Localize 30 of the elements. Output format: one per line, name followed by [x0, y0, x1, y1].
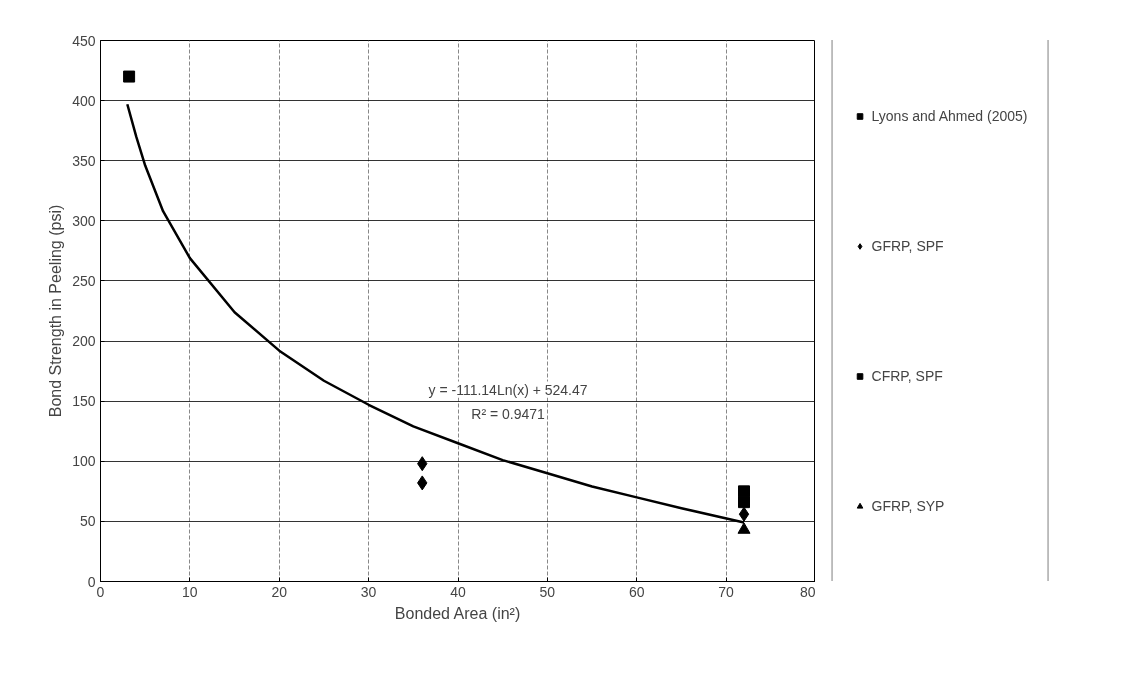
x-tick-label: 30 — [360, 583, 377, 600]
y-axis-title: Bond Strength in Peeling (psi) — [47, 204, 65, 418]
x-tick-label: 50 — [539, 583, 556, 600]
y-tick-label: 200 — [72, 333, 96, 350]
x-tick-label: 80 — [799, 583, 816, 600]
x-tick-label: 40 — [450, 583, 466, 600]
y-tick-label: 50 — [79, 513, 96, 530]
y-tick-label: 300 — [72, 212, 96, 229]
y-tick-label: 100 — [72, 453, 96, 470]
x-tick-label: 10 — [182, 583, 198, 600]
y-tick-label: 250 — [72, 272, 96, 289]
y-tick-label: 400 — [72, 92, 96, 109]
point — [738, 496, 750, 509]
legend-label: Lyons and Ahmed (2005) — [871, 106, 1028, 126]
y-tick-label: 350 — [72, 152, 96, 169]
point — [738, 485, 750, 498]
annotation: y = -111.14Ln(x) + 524.47 — [428, 381, 588, 398]
annotation: R² = 0.9471 — [471, 405, 546, 422]
x-tick-label: 70 — [718, 583, 735, 600]
point — [737, 522, 751, 534]
y-tick-label: 450 — [72, 32, 96, 49]
point — [123, 70, 136, 83]
y-tick-label: 150 — [72, 393, 96, 410]
legend-label: CFRP, SPF — [871, 366, 944, 386]
legend-label: GFRP, SPF — [871, 236, 945, 256]
legend-label: GFRP, SYP — [871, 496, 946, 516]
x-tick-label: 20 — [271, 583, 288, 600]
point — [738, 506, 750, 522]
x-axis-title: Bonded Area (in²) — [394, 604, 521, 622]
x-tick-label: 60 — [628, 583, 645, 600]
